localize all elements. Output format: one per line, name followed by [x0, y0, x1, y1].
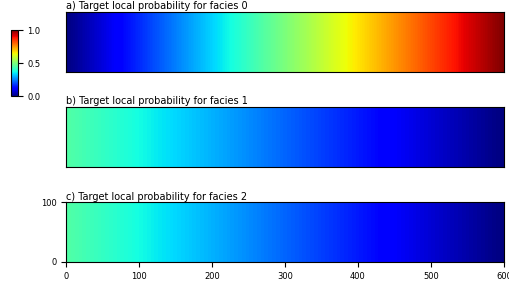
Text: a) Target local probability for facies 0: a) Target local probability for facies 0	[66, 1, 248, 11]
Text: c) Target local probability for facies 2: c) Target local probability for facies 2	[66, 192, 247, 202]
Text: b) Target local probability for facies 1: b) Target local probability for facies 1	[66, 96, 248, 107]
